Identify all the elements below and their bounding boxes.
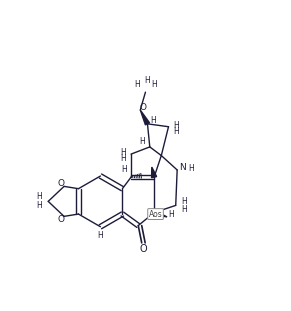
Text: H: H [140, 137, 146, 146]
Polygon shape [153, 211, 167, 217]
Text: H: H [188, 164, 194, 173]
Text: H: H [120, 148, 126, 157]
Text: H: H [182, 205, 187, 214]
Text: O: O [58, 215, 65, 224]
Text: O: O [139, 244, 147, 254]
Text: H: H [120, 154, 126, 163]
Text: H: H [144, 76, 150, 85]
Text: H: H [173, 121, 179, 130]
Text: H: H [134, 80, 140, 89]
Polygon shape [152, 167, 157, 178]
Text: H: H [151, 80, 157, 89]
Text: H: H [168, 210, 174, 219]
Text: H: H [37, 202, 42, 211]
Text: N: N [179, 163, 186, 172]
Text: H: H [182, 197, 187, 206]
Text: Aos: Aos [149, 210, 162, 219]
Text: H: H [97, 231, 103, 240]
Text: O: O [139, 103, 146, 112]
Polygon shape [140, 110, 150, 125]
Text: H: H [121, 165, 127, 174]
Text: H: H [37, 192, 42, 201]
Text: O: O [58, 179, 65, 188]
Text: H: H [150, 116, 156, 125]
Text: H: H [173, 127, 179, 136]
